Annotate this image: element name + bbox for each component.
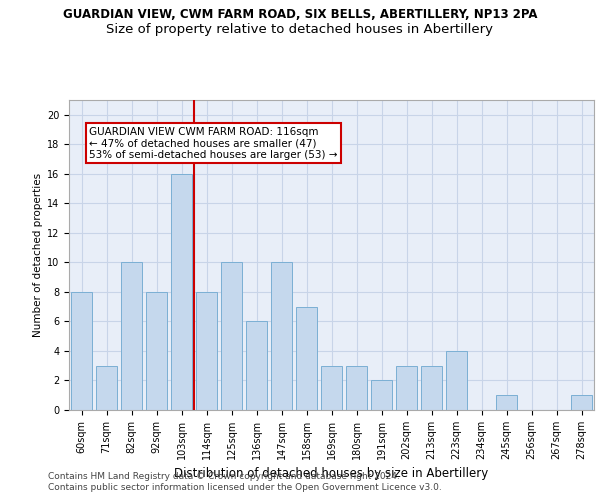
Bar bbox=[346, 366, 367, 410]
Text: Contains HM Land Registry data © Crown copyright and database right 2024.: Contains HM Land Registry data © Crown c… bbox=[48, 472, 400, 481]
Text: Contains public sector information licensed under the Open Government Licence v3: Contains public sector information licen… bbox=[48, 484, 442, 492]
Bar bbox=[496, 395, 517, 410]
Text: Size of property relative to detached houses in Abertillery: Size of property relative to detached ho… bbox=[107, 22, 493, 36]
Bar bbox=[321, 366, 342, 410]
Bar bbox=[246, 322, 267, 410]
Bar bbox=[271, 262, 292, 410]
Bar bbox=[121, 262, 142, 410]
Bar bbox=[446, 351, 467, 410]
Bar bbox=[571, 395, 592, 410]
Bar bbox=[196, 292, 217, 410]
Bar bbox=[71, 292, 92, 410]
Bar bbox=[421, 366, 442, 410]
Bar bbox=[371, 380, 392, 410]
Bar bbox=[296, 306, 317, 410]
Bar bbox=[146, 292, 167, 410]
Text: GUARDIAN VIEW, CWM FARM ROAD, SIX BELLS, ABERTILLERY, NP13 2PA: GUARDIAN VIEW, CWM FARM ROAD, SIX BELLS,… bbox=[63, 8, 537, 20]
Bar bbox=[396, 366, 417, 410]
Y-axis label: Number of detached properties: Number of detached properties bbox=[33, 173, 43, 337]
Bar bbox=[96, 366, 117, 410]
Bar bbox=[221, 262, 242, 410]
X-axis label: Distribution of detached houses by size in Abertillery: Distribution of detached houses by size … bbox=[175, 468, 488, 480]
Bar bbox=[171, 174, 192, 410]
Text: GUARDIAN VIEW CWM FARM ROAD: 116sqm
← 47% of detached houses are smaller (47)
53: GUARDIAN VIEW CWM FARM ROAD: 116sqm ← 47… bbox=[89, 126, 337, 160]
